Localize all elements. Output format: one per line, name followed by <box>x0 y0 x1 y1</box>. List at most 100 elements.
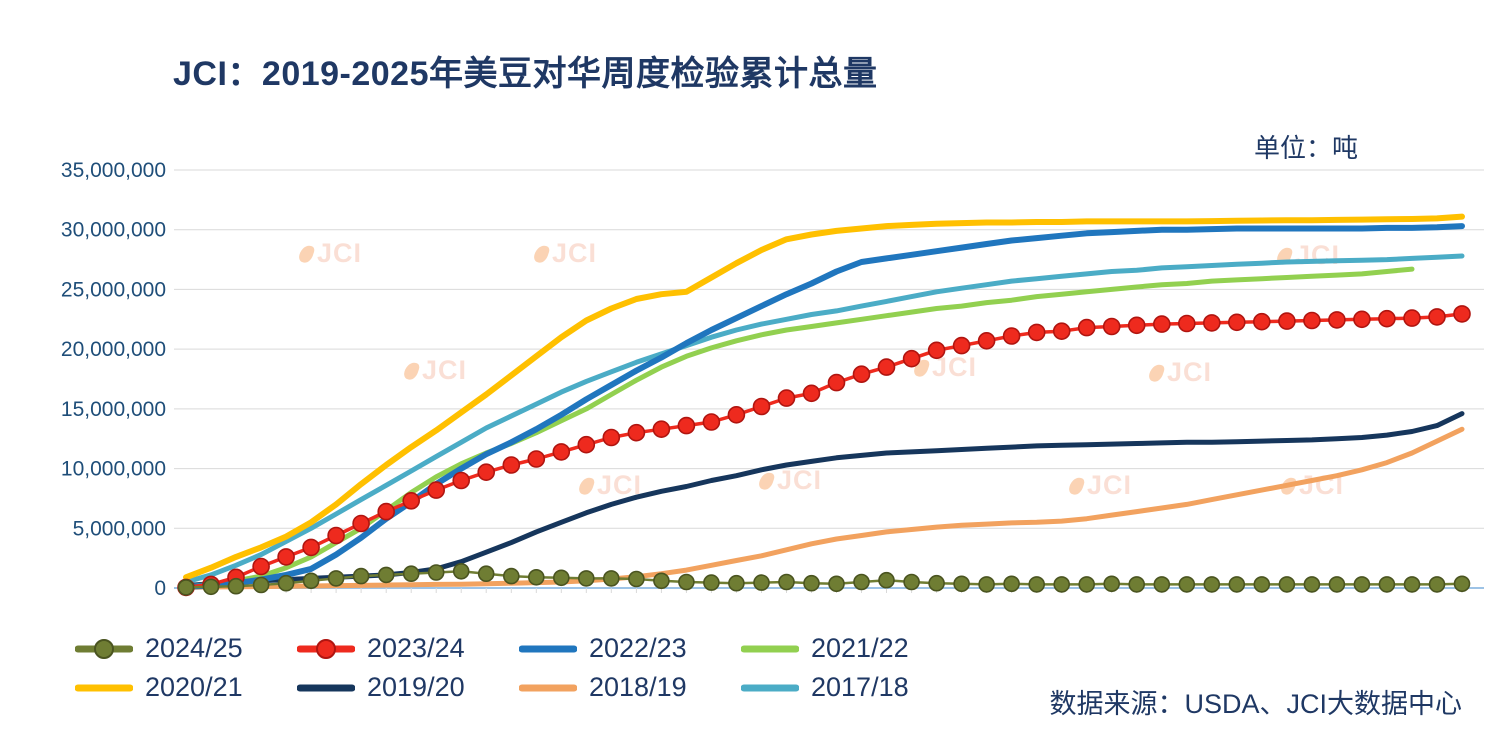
legend-label: 2023/24 <box>367 633 465 663</box>
jci-watermark-text: JCI <box>1295 240 1341 270</box>
series-marker-2023-24 <box>427 481 446 499</box>
legend-label: 2018/19 <box>589 672 687 702</box>
jci-watermark-text: JCI <box>1087 470 1133 500</box>
jci-watermark: JCI <box>532 238 598 269</box>
jci-watermark: JCI <box>757 465 823 496</box>
series-marker-2023-24 <box>1353 310 1371 329</box>
legend-item-2017-18: 2017/18 <box>741 672 963 703</box>
series-marker-2024-25 <box>1028 576 1045 593</box>
series-marker-2023-24 <box>852 365 871 384</box>
series-marker-2024-25 <box>728 574 745 592</box>
series-line-2019-20 <box>183 411 1465 589</box>
series-marker-2023-24 <box>1178 314 1196 333</box>
series-marker-2024-25 <box>227 577 245 595</box>
series-marker-2024-25 <box>678 573 695 591</box>
series-marker-2023-24 <box>1303 311 1321 330</box>
series-marker-2023-24 <box>477 463 496 482</box>
series-marker-2023-24 <box>452 471 471 490</box>
series-marker-2023-24 <box>377 502 396 521</box>
legend-dot <box>94 638 114 659</box>
series-marker-2024-25 <box>552 569 570 587</box>
series-marker-2023-24 <box>627 423 646 442</box>
series-marker-2024-25 <box>1053 576 1070 593</box>
legend-label: 2019/20 <box>367 672 465 702</box>
series-marker-2023-24 <box>652 420 671 439</box>
series-marker-2023-24 <box>1378 309 1396 328</box>
series-marker-2023-24 <box>1328 311 1346 329</box>
series-marker-2024-25 <box>302 572 320 590</box>
series-line-2024-25 <box>184 570 1464 589</box>
y-tick-label: 10,000,000 <box>61 458 166 481</box>
series-marker-2024-25 <box>978 576 995 593</box>
series-line-2022-23 <box>183 223 1465 590</box>
y-tick-label: 35,000,000 <box>61 159 166 182</box>
series-marker-2024-25 <box>628 570 645 588</box>
series-marker-2023-24 <box>502 456 521 474</box>
series-marker-2023-24 <box>927 341 946 360</box>
jci-watermark: JCI <box>297 238 362 269</box>
chart-legend: 2024/25 2023/24 2022/23 2021/22 2020/21 2019/… <box>75 633 963 711</box>
series-marker-2023-24 <box>1127 316 1146 335</box>
series-marker-2023-24 <box>1102 317 1121 336</box>
legend-item-2018-19: 2018/19 <box>519 672 741 703</box>
y-tick-label: 15,000,000 <box>61 398 166 421</box>
legend-row: 2020/21 2019/20 2018/19 2017/18 <box>75 672 963 703</box>
series-marker-2023-24 <box>402 491 421 510</box>
legend-marker-icon <box>75 638 133 659</box>
series-marker-2023-24 <box>602 428 621 447</box>
legend-marker-icon <box>741 684 799 691</box>
series-marker-2023-24 <box>1428 308 1446 326</box>
legend-dot <box>316 638 336 659</box>
series-marker-2024-25 <box>177 579 195 596</box>
series-marker-2024-25 <box>1128 576 1145 593</box>
series-marker-2024-25 <box>527 568 545 586</box>
series-marker-2023-24 <box>327 526 345 545</box>
series-marker-2023-24 <box>302 538 320 557</box>
series-marker-2024-25 <box>577 570 595 587</box>
series-marker-2023-24 <box>277 548 295 566</box>
legend-label: 2024/25 <box>145 633 243 663</box>
series-marker-2024-25 <box>427 564 445 581</box>
series-marker-2024-25 <box>1228 576 1246 593</box>
series-marker-2023-24 <box>702 413 721 431</box>
series-marker-2024-25 <box>928 574 945 592</box>
legend-label: 2021/22 <box>811 633 909 663</box>
jci-watermark: JCI <box>1275 240 1341 271</box>
series-marker-2023-24 <box>1077 318 1096 337</box>
series-marker-2024-25 <box>778 573 795 591</box>
series-marker-2023-24 <box>677 416 696 435</box>
legend-item-2024-25: 2024/25 <box>75 633 297 664</box>
y-tick-label: 30,000,000 <box>61 219 166 242</box>
series-marker-2023-24 <box>552 443 571 461</box>
series-marker-2024-25 <box>1103 575 1120 593</box>
series-marker-2023-24 <box>1228 313 1246 332</box>
series-marker-2024-25 <box>878 571 895 589</box>
series-marker-2024-25 <box>277 574 295 592</box>
legend-marker-icon <box>297 684 355 691</box>
series-marker-2024-25 <box>1278 576 1296 593</box>
legend-item-2023-24: 2023/24 <box>297 633 519 664</box>
legend-item-2022-23: 2022/23 <box>519 633 741 664</box>
legend-marker-icon <box>741 645 799 652</box>
series-marker-2024-25 <box>1403 576 1421 593</box>
series-marker-2023-24 <box>727 405 746 424</box>
series-marker-2023-24 <box>1027 323 1046 342</box>
jci-watermark-text: JCI <box>777 465 823 495</box>
legend-item-2021-22: 2021/22 <box>741 633 963 664</box>
series-marker-2024-25 <box>202 578 220 596</box>
series-marker-2023-24 <box>1278 312 1296 330</box>
jci-watermark-text: JCI <box>552 238 598 268</box>
series-marker-2023-24 <box>1403 309 1421 327</box>
series-marker-2024-25 <box>477 565 495 583</box>
series-marker-2024-25 <box>352 567 370 585</box>
series-marker-2024-25 <box>1328 576 1346 593</box>
jci-watermark: JCI <box>1147 357 1212 388</box>
series-marker-2023-24 <box>802 384 821 403</box>
series-marker-2023-24 <box>1153 315 1171 333</box>
series-marker-2024-25 <box>753 574 770 591</box>
series-marker-2023-24 <box>352 514 370 533</box>
series-marker-2023-24 <box>577 435 596 454</box>
series-marker-2024-25 <box>252 576 270 594</box>
series-line-2018-19 <box>183 426 1465 590</box>
